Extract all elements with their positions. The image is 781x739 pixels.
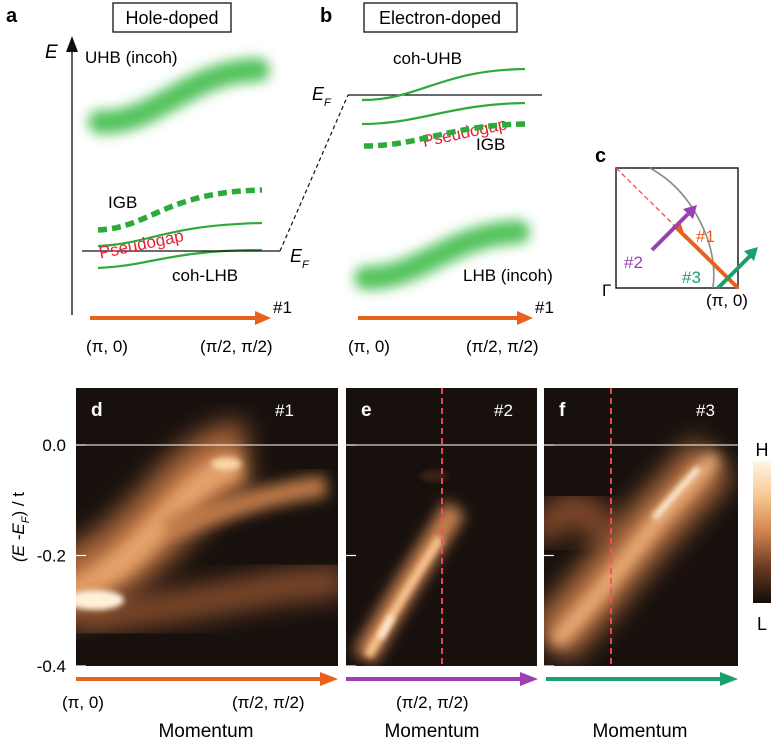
title-a: Hole-doped <box>125 8 218 28</box>
igb-dashed-band-a <box>97 187 263 233</box>
colorbar-high: H <box>756 440 769 460</box>
fermi-label-b: EF <box>312 84 332 109</box>
y-tick-label: 0.0 <box>42 436 66 455</box>
title-box-b <box>363 2 518 33</box>
energy-axis-arrowhead <box>66 36 78 52</box>
coh-uhb-label: coh-UHB <box>393 49 462 68</box>
cut3-arrow-c <box>716 254 752 290</box>
title-b: Electron-doped <box>379 8 501 28</box>
panel-letter-b: b <box>320 5 332 27</box>
cut3-label-c: #3 <box>682 268 701 287</box>
cut-label-d: #1 <box>275 401 294 420</box>
title-box-a <box>112 2 232 33</box>
spectral-panel-d: d #1 <box>76 388 338 666</box>
cut2-bar-arrowhead-e <box>520 672 538 686</box>
igb-dashed-band-b <box>363 121 526 149</box>
panel-letter-f: f <box>559 400 566 421</box>
k-start-a: (π, 0) <box>86 337 128 356</box>
k-end-d: (π/2, π/2) <box>232 693 305 712</box>
brillouin-zone <box>615 167 739 289</box>
colorbar <box>753 461 771 603</box>
cut3-arrowhead-c <box>744 247 758 261</box>
coherent-band-upper-a <box>97 221 263 248</box>
cut1-bar-arrowhead-d <box>320 672 338 686</box>
k-end-a: (π/2, π/2) <box>200 337 273 356</box>
lhb-incoherent-band-b <box>354 220 530 291</box>
coh-lhb-label: coh-LHB <box>172 266 238 285</box>
coherent-band-lower-b <box>361 101 526 126</box>
igb-label-a: IGB <box>108 193 137 212</box>
spectral-panel-f: f #3 <box>544 388 738 666</box>
y-tick-label: -0.2 <box>37 547 66 566</box>
y-axis: 0.0 -0.2 -0.4 <box>37 436 554 676</box>
panel-letter-a: a <box>6 5 18 27</box>
colorbar-low: L <box>757 614 767 634</box>
cut2-arrowhead-c <box>683 205 697 219</box>
lhb-label-b: LHB (incoh) <box>463 266 553 285</box>
spectral-panel-e: e #2 <box>346 388 537 666</box>
y-tick-label: -0.4 <box>37 657 66 676</box>
cut1-label-b: #1 <box>535 298 554 317</box>
fermi-connector <box>279 94 349 252</box>
panel-letter-d: d <box>91 400 103 421</box>
cut1-label-a: #1 <box>273 298 292 317</box>
fermi-surface-arc <box>649 167 715 289</box>
k-start-b: (π, 0) <box>348 337 390 356</box>
igb-label-b: IGB <box>476 135 505 154</box>
cut1-arrowhead-b <box>517 311 533 325</box>
diagonal-dashed-line <box>615 167 739 289</box>
momentum-label-e: Momentum <box>384 721 479 739</box>
energy-axis-label: E <box>45 42 58 63</box>
cut1-arrowhead-a <box>255 311 271 325</box>
cut-label-f: #3 <box>696 401 715 420</box>
k-mid-e: (π/2, π/2) <box>396 693 469 712</box>
k-start-d: (π, 0) <box>62 693 104 712</box>
panel-letter-c: c <box>595 145 606 167</box>
cut2-arrow-c <box>650 212 690 252</box>
cut1-label-c: #1 <box>696 227 715 246</box>
k-end-b: (π/2, π/2) <box>466 337 539 356</box>
coherent-band-upper-b <box>361 67 526 102</box>
y-axis-label: (E -EF) / t <box>9 492 32 562</box>
momentum-label-d: Momentum <box>158 721 253 739</box>
uhb-label-a: UHB (incoh) <box>85 48 178 67</box>
corner-label-c: (π, 0) <box>706 291 748 310</box>
fermi-label-a: EF <box>290 246 310 271</box>
panel-letter-e: e <box>361 400 372 421</box>
cut3-bar-arrowhead-f <box>720 672 738 686</box>
uhb-incoherent-band-a <box>88 58 270 135</box>
cut-label-e: #2 <box>494 401 513 420</box>
cut2-label-c: #2 <box>624 253 643 272</box>
momentum-label-f: Momentum <box>592 721 687 739</box>
gamma-label: Γ <box>602 281 611 300</box>
